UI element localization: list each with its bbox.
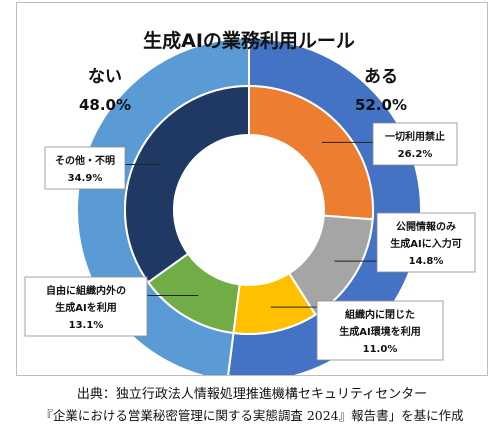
inner-slice-4 bbox=[124, 84, 250, 284]
callout-text-0-1: 26.2% bbox=[398, 149, 433, 160]
callout-box-0 bbox=[372, 122, 458, 166]
callout-box-1 bbox=[376, 212, 476, 273]
callout-box-2 bbox=[316, 300, 444, 361]
callout-text-1-2: 14.8% bbox=[409, 256, 444, 267]
chart-frame: 生成AIの業務利用ルール ある 52.0% ない 48.0% 一切利用禁止 26.2% 公開情… bbox=[16, 2, 488, 376]
callout-text-2-1: 生成AI環境を利用 bbox=[339, 325, 420, 338]
callout-box-3 bbox=[24, 276, 148, 337]
callout-text-1-0: 公開情報のみ bbox=[396, 220, 456, 233]
callout-text-3-2: 13.1% bbox=[69, 320, 104, 331]
callout-text-4-0: その他・不明 bbox=[55, 154, 115, 167]
outer-label-1: ない bbox=[88, 67, 122, 87]
callout-box-4 bbox=[44, 146, 126, 190]
callout-text-0-0: 一切利用禁止 bbox=[385, 130, 445, 143]
callout-text-4-1: 34.9% bbox=[68, 173, 103, 184]
callout-text-3-1: 生成AIを利用 bbox=[55, 301, 116, 314]
source-line-2: 『企業における営業秘密管理に関する実態調査 2024』報告書」を基に作成 bbox=[40, 408, 464, 423]
callout-text-2-2: 11.0% bbox=[363, 344, 398, 355]
callout-text-2-0: 組織内に閉じた bbox=[345, 308, 415, 321]
outer-label-0: ある bbox=[364, 67, 398, 87]
source-line-1: 出典：独立行政法人情報処理推進機構セキュリティセンター bbox=[76, 387, 428, 402]
callout-text-3-0: 自由に組織内外の bbox=[46, 284, 126, 297]
callout-text-1-1: 生成AIに入力可 bbox=[390, 237, 461, 250]
outer-pct-1: 48.0% bbox=[79, 96, 131, 114]
outer-pct-0: 52.0% bbox=[355, 96, 407, 114]
chart-title: 生成AIの業務利用ルール bbox=[143, 29, 355, 52]
